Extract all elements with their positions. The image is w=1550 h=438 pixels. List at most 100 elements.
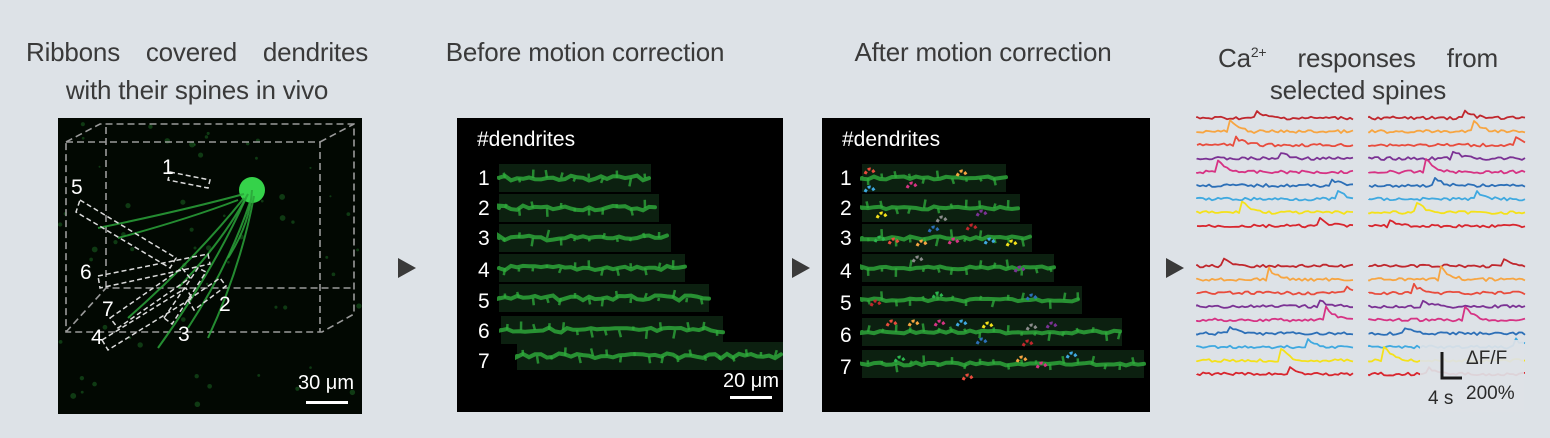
speckle <box>325 255 329 259</box>
after-correction-drawing <box>860 164 1146 381</box>
box-outline <box>65 123 355 333</box>
speckle <box>356 248 360 252</box>
row-label: 4 <box>478 259 490 282</box>
spine <box>1062 292 1067 301</box>
spine <box>866 237 870 242</box>
spine <box>908 259 913 269</box>
spine <box>1047 331 1052 342</box>
speckle <box>58 339 63 344</box>
speckle <box>279 194 286 200</box>
calcium-trace <box>1368 150 1526 161</box>
spine <box>628 177 633 187</box>
spine-marker <box>1045 321 1059 329</box>
spine <box>600 267 605 276</box>
spine <box>531 297 536 306</box>
spine <box>1061 331 1066 337</box>
dendrite-segment <box>860 296 1080 304</box>
spine <box>502 237 507 243</box>
spine <box>948 326 954 333</box>
spine-marker <box>981 321 995 329</box>
spine <box>643 292 648 299</box>
row-label: 5 <box>840 292 852 315</box>
calcium-trace <box>1196 178 1354 188</box>
spine <box>894 207 900 215</box>
spine-marker <box>961 373 975 381</box>
calcium-trace <box>1196 299 1353 309</box>
speckle <box>81 136 85 140</box>
dendrite-segment <box>860 204 1020 212</box>
in-vivo-drawing <box>58 122 362 408</box>
dendrite-segment <box>860 328 1122 336</box>
spine <box>605 349 609 357</box>
calcium-trace <box>1368 177 1526 188</box>
spine <box>908 360 914 365</box>
spine <box>517 232 521 239</box>
spine <box>921 295 926 301</box>
row-label: 7 <box>840 356 852 379</box>
spine <box>879 200 884 209</box>
spine <box>1090 355 1096 365</box>
spine <box>1020 237 1026 247</box>
spine <box>934 237 940 247</box>
spine <box>615 237 619 243</box>
spine <box>642 232 647 239</box>
spine <box>1005 259 1010 269</box>
spine-marker <box>887 237 901 245</box>
spine <box>557 297 563 306</box>
spine <box>502 267 507 276</box>
calcium-trace <box>1196 266 1354 282</box>
before-correction-image: #dendrites 1 2 3 4 5 6 7 20 μm <box>457 118 783 412</box>
scale-time-label: 4 s <box>1428 388 1454 409</box>
spine <box>936 267 941 273</box>
speckle <box>148 124 153 129</box>
speckle <box>189 227 194 232</box>
row-label: 5 <box>478 290 490 313</box>
spine <box>544 169 549 179</box>
spine <box>1104 331 1109 342</box>
spine <box>921 323 926 333</box>
spine <box>545 229 551 239</box>
spine <box>865 201 870 209</box>
spine <box>992 203 997 209</box>
spine <box>643 267 648 276</box>
speckle <box>329 195 332 198</box>
spine <box>1020 359 1024 365</box>
speckle <box>70 393 77 399</box>
spine <box>600 297 605 307</box>
calcium-trace <box>1196 366 1354 377</box>
calcium-trace <box>1196 200 1354 215</box>
speckle <box>222 214 226 218</box>
speckle <box>255 156 258 160</box>
spine <box>949 229 954 239</box>
scale-l-icon <box>1440 352 1462 380</box>
calcium-trace <box>1368 219 1526 229</box>
calcium-trace <box>1368 265 1526 282</box>
spine <box>990 299 996 308</box>
spine <box>572 177 577 182</box>
spine <box>773 349 778 357</box>
spine-marker <box>907 319 921 327</box>
dendrite-label-6: 6 <box>80 261 92 284</box>
dendrite-segment <box>860 174 1008 182</box>
spine-marker <box>1005 239 1019 247</box>
spine-marker <box>893 355 907 363</box>
spine <box>992 237 997 244</box>
speckle <box>206 131 210 135</box>
speckle <box>257 373 261 377</box>
spine <box>589 348 595 357</box>
spine <box>517 207 522 216</box>
spine <box>717 355 722 360</box>
spine-marker <box>869 299 883 307</box>
speckle <box>98 165 101 168</box>
spine <box>964 177 969 182</box>
speckle <box>331 272 336 277</box>
dendrite-segment <box>860 234 1032 242</box>
spine <box>992 177 997 186</box>
speckle <box>137 342 143 348</box>
spine-marker <box>975 209 989 217</box>
calcium-trace <box>1368 299 1526 309</box>
spine <box>699 297 704 305</box>
spine-marker <box>1025 293 1039 301</box>
calcium-trace <box>1368 282 1526 296</box>
panel1-title-line1: Ribbons covered dendrites <box>26 37 368 67</box>
